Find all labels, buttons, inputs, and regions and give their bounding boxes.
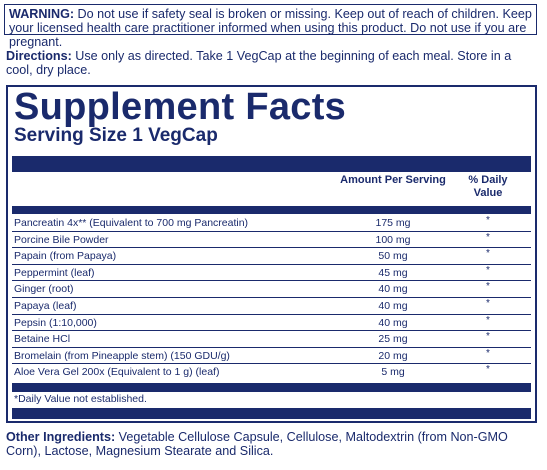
ingredient-name: Betaine HCl: [14, 333, 71, 346]
ingredient-name: Pepsin (1:10,000): [14, 316, 97, 329]
ingredient-amount: 50 mg: [378, 250, 408, 263]
ingredient-amount: 40 mg: [378, 283, 408, 296]
warning-box: WARNING: Do not use if safety seal is br…: [4, 4, 537, 49]
serving-size: Serving Size 1 VegCap: [14, 125, 218, 146]
ingredient-amount: 45 mg: [378, 266, 408, 279]
footer-divider: [12, 408, 531, 419]
supplement-facts-panel: Supplement Facts Serving Size 1 VegCap A…: [6, 85, 537, 423]
ingredient-amount: 175 mg: [375, 217, 411, 229]
ingredient-name: Papaya (leaf): [14, 299, 77, 312]
ingredient-row: Betaine HCl 25 mg *: [12, 331, 531, 348]
ingredient-row: Papaya (leaf) 40 mg *: [12, 298, 531, 315]
ingredient-amount: 5 mg: [381, 366, 405, 379]
ingredient-daily-value: *: [486, 331, 490, 343]
ingredient-row: Pepsin (1:10,000) 40 mg *: [12, 315, 531, 332]
directions-text: Use only as directed. Take 1 VegCap at t…: [6, 49, 512, 77]
ingredient-daily-value: *: [486, 347, 490, 359]
ingredient-name: Pancreatin 4x** (Equivalent to 700 mg Pa…: [14, 217, 249, 229]
ingredient-amount: 25 mg: [378, 333, 408, 346]
warning-label: WARNING:: [9, 7, 75, 21]
ingredient-daily-value: *: [486, 281, 490, 293]
ingredient-amount: 40 mg: [378, 299, 408, 312]
medium-divider: [12, 206, 531, 214]
ingredient-rows: Pancreatin 4x** (Equivalent to 700 mg Pa…: [12, 215, 531, 381]
amount-per-serving-header: Amount Per Serving: [340, 174, 446, 186]
ingredient-row: Papain (from Papaya) 50 mg *: [12, 248, 531, 265]
ingredient-name: Bromelain (from Pineapple stem) (150 GDU…: [14, 349, 230, 362]
ingredient-row: Ginger (root) 40 mg *: [12, 281, 531, 298]
ingredient-name: Ginger (root): [14, 283, 74, 296]
daily-value-header: % Daily Value: [468, 174, 508, 199]
other-ingredients: Other Ingredients: Vegetable Cellulose C…: [6, 430, 541, 458]
other-ingredients-label: Other Ingredients:: [6, 430, 116, 444]
ingredient-row: Aloe Vera Gel 200x (Equivalent to 1 g) (…: [12, 364, 531, 381]
other-ingredients-text: Vegetable Cellulose Capsule, Cellulose, …: [6, 430, 508, 458]
ingredient-daily-value: *: [486, 297, 490, 309]
ingredient-amount: 40 mg: [378, 316, 408, 329]
warning-text: Do not use if safety seal is broken or m…: [9, 7, 532, 49]
directions-label: Directions:: [6, 49, 72, 63]
ingredient-row: Peppermint (leaf) 45 mg *: [12, 265, 531, 282]
ingredient-daily-value: *: [486, 215, 490, 226]
ingredient-name: Aloe Vera Gel 200x (Equivalent to 1 g) (…: [14, 366, 220, 379]
ingredient-amount: 20 mg: [378, 349, 408, 362]
ingredient-daily-value: *: [486, 248, 490, 260]
ingredient-daily-value: *: [486, 314, 490, 326]
ingredient-row: Pancreatin 4x** (Equivalent to 700 mg Pa…: [12, 215, 531, 232]
bottom-divider: [12, 383, 531, 392]
daily-value-footnote: *Daily Value not established.: [14, 393, 147, 405]
directions: Directions: Use only as directed. Take 1…: [6, 49, 541, 77]
ingredient-name: Papain (from Papaya): [14, 250, 117, 263]
ingredient-row: Bromelain (from Pineapple stem) (150 GDU…: [12, 348, 531, 365]
ingredient-row: Porcine Bile Powder 100 mg *: [12, 232, 531, 249]
ingredient-name: Porcine Bile Powder: [14, 233, 109, 246]
ingredient-daily-value: *: [486, 231, 490, 243]
thick-divider: [12, 156, 531, 172]
ingredient-daily-value: *: [486, 364, 490, 376]
ingredient-amount: 100 mg: [375, 233, 411, 246]
ingredient-name: Peppermint (leaf): [14, 266, 95, 279]
facts-title: Supplement Facts: [14, 86, 347, 128]
ingredient-daily-value: *: [486, 264, 490, 276]
